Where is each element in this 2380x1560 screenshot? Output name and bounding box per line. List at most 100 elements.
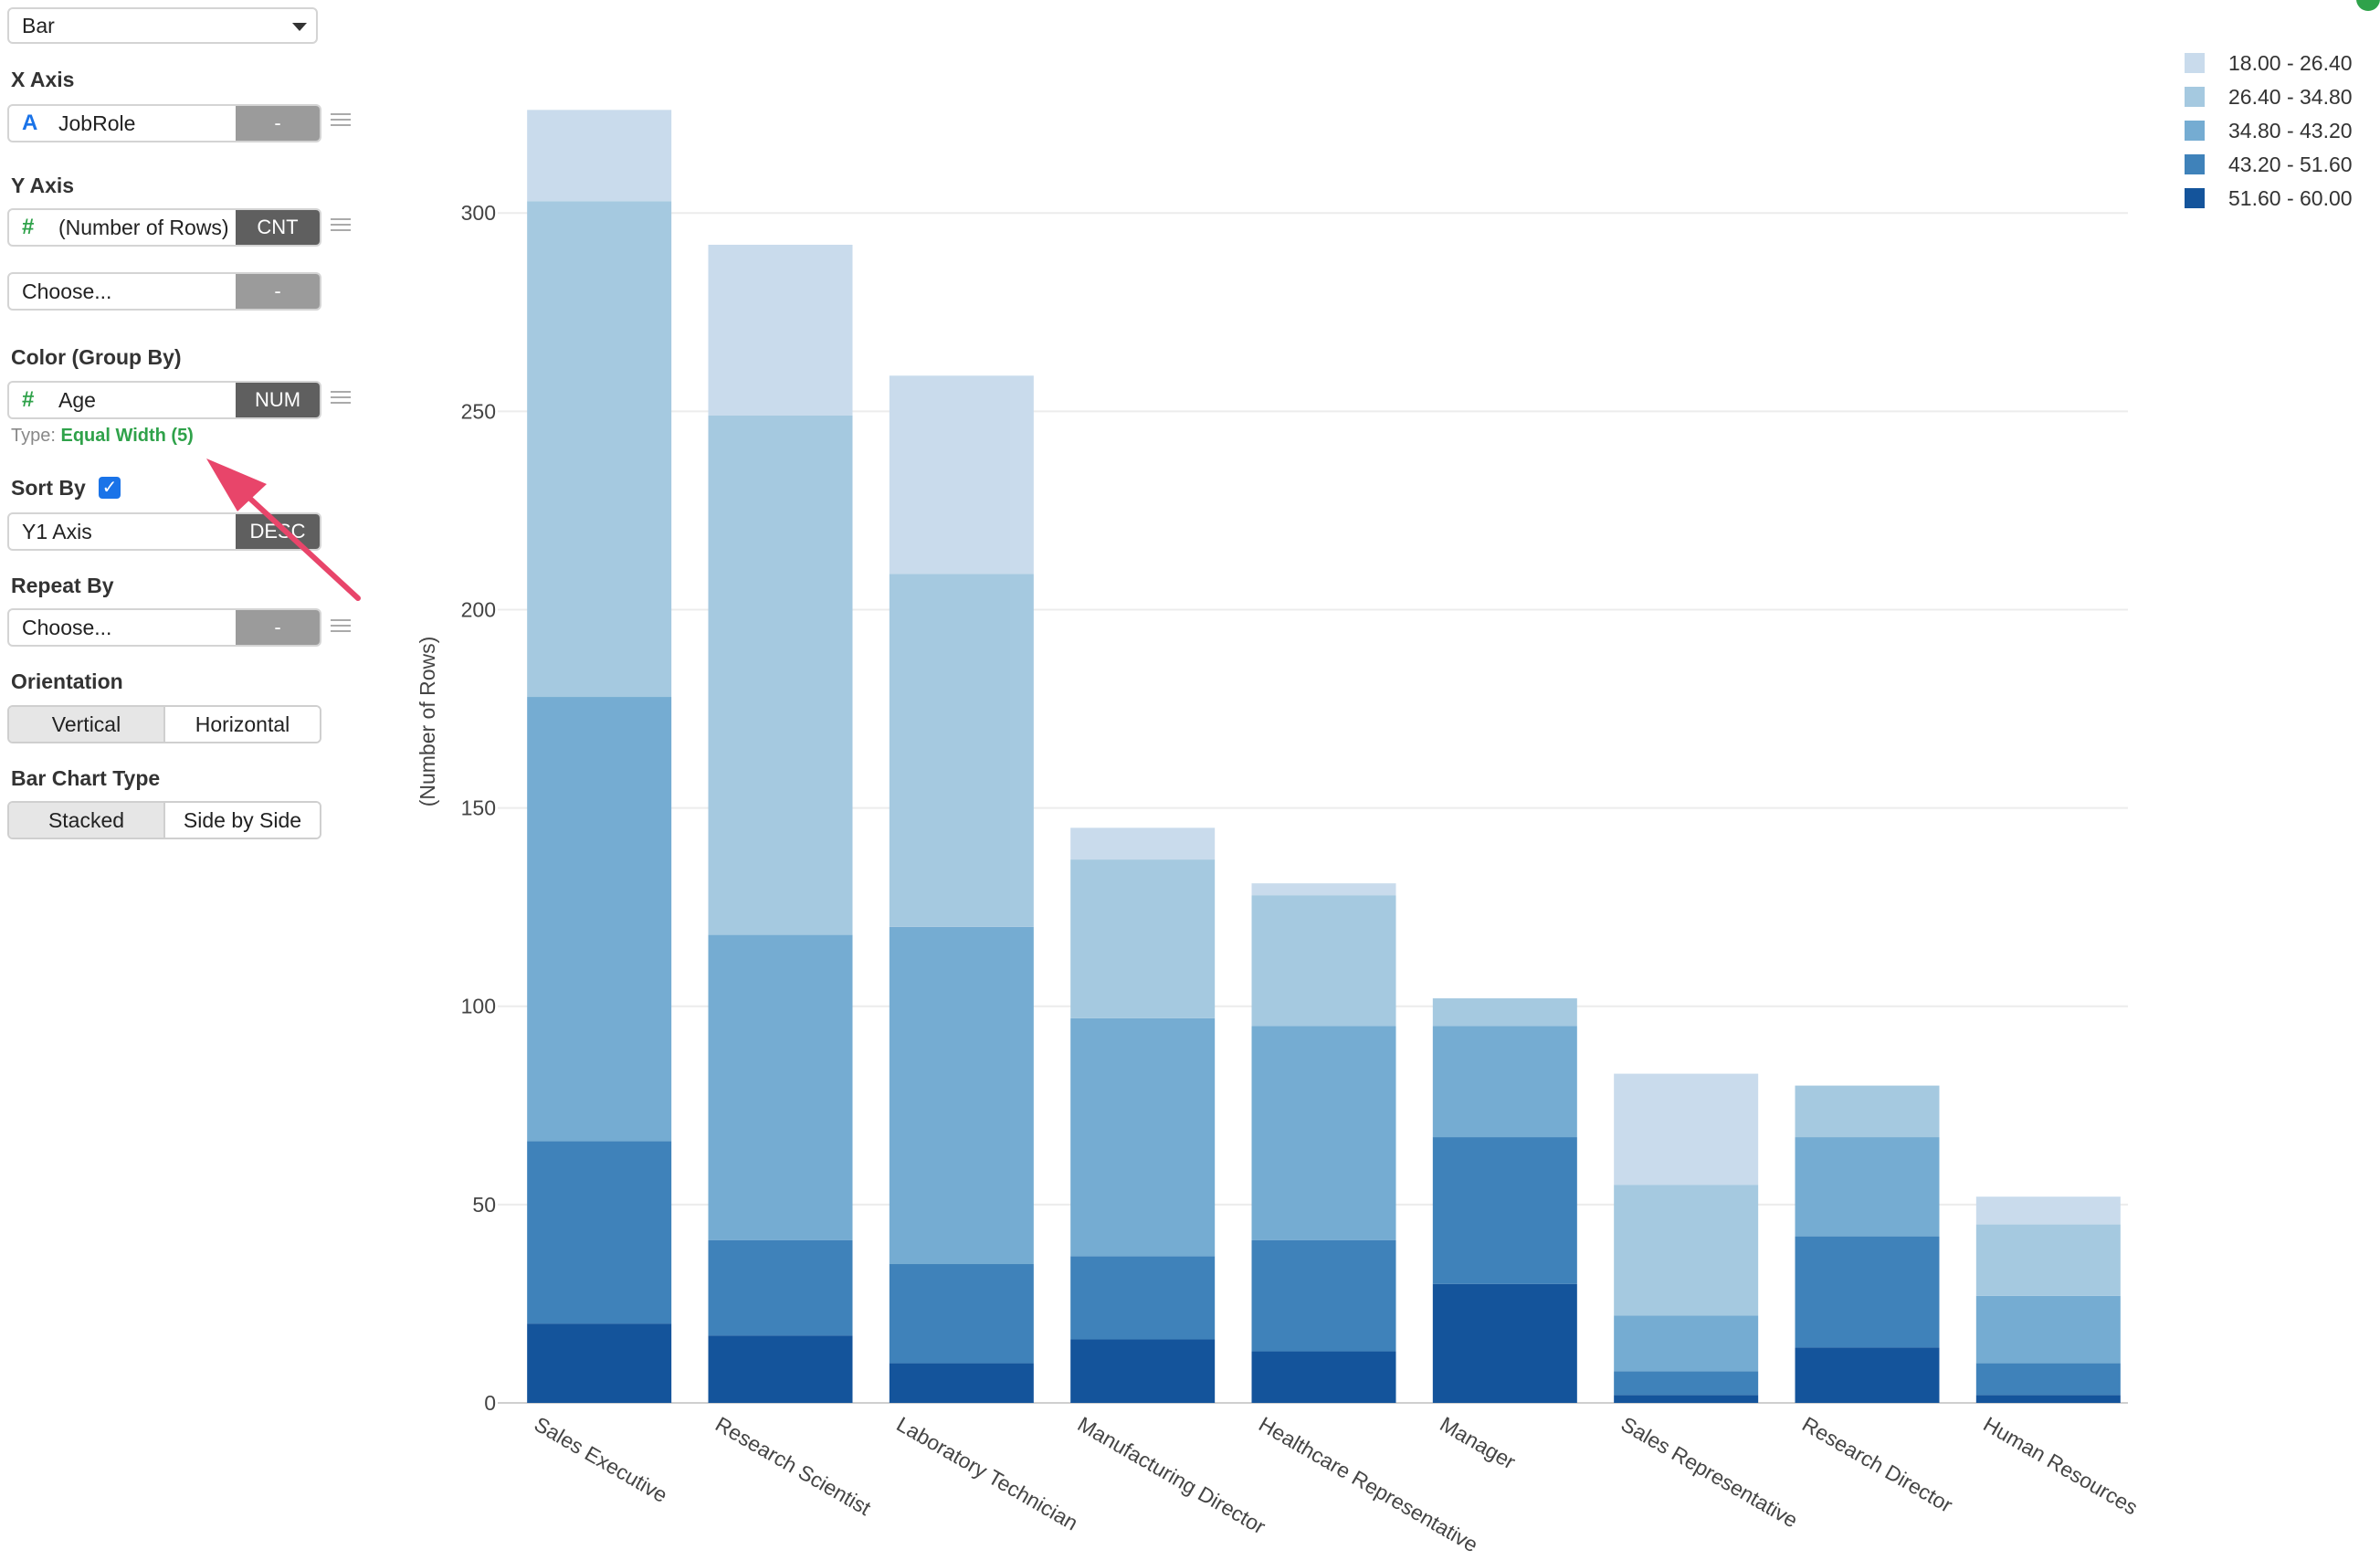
bar-segment <box>1251 1351 1396 1403</box>
bar-segment <box>708 1239 853 1336</box>
color-label: Color (Group By) <box>11 345 182 369</box>
bar-segment <box>1975 1363 2121 1396</box>
y-axis2-value: Choose... <box>22 279 112 303</box>
bar-segment <box>1432 998 1577 1027</box>
bar-segment <box>889 574 1034 927</box>
bar-segment <box>1614 1395 1759 1403</box>
x-axis-value: JobRole <box>58 111 136 135</box>
bar-segment <box>1432 1137 1577 1284</box>
binning-type-link[interactable]: Equal Width (5) <box>60 426 194 446</box>
legend-swatch <box>2185 53 2205 73</box>
legend-label: 43.20 - 51.60 <box>2228 153 2353 176</box>
legend-swatch <box>2185 188 2205 208</box>
bar-segment <box>527 1141 672 1324</box>
bar-segment <box>1975 1196 2121 1225</box>
drag-handle-icon[interactable] <box>331 215 351 235</box>
legend-label: 51.60 - 60.00 <box>2228 186 2353 210</box>
number-type-icon: # <box>22 387 35 412</box>
orientation-vertical[interactable]: Vertical <box>9 707 163 742</box>
x-axis-option-button[interactable]: - <box>236 106 320 141</box>
bar-segment <box>1070 827 1216 860</box>
sort-direction-button[interactable]: DESC <box>236 514 320 549</box>
x-axis-field[interactable]: A JobRole - <box>7 104 321 142</box>
y-axis-aggregate-button[interactable]: CNT <box>236 210 320 245</box>
bar-type-side-by-side[interactable]: Side by Side <box>163 803 320 838</box>
legend-swatch <box>2185 87 2205 107</box>
bar-segment <box>1251 1239 1396 1352</box>
x-tick-label: Research Scientist <box>711 1412 876 1521</box>
drag-handle-icon[interactable] <box>331 110 351 130</box>
y-axis-field[interactable]: # (Number of Rows) CNT <box>7 208 321 247</box>
bar-segment <box>527 1323 672 1403</box>
bar-segment <box>708 934 853 1240</box>
y-tick-label: 0 <box>484 1391 496 1415</box>
legend-label: 18.00 - 26.40 <box>2228 51 2353 75</box>
x-tick-label: Sales Representative <box>1617 1412 1802 1533</box>
bar-segment <box>708 244 853 416</box>
bar-segment <box>708 1335 853 1403</box>
orientation-horizontal[interactable]: Horizontal <box>163 707 320 742</box>
x-tick-label: Research Director <box>1798 1412 1957 1517</box>
drag-handle-icon[interactable] <box>331 387 351 407</box>
bar-segment <box>527 201 672 698</box>
repeat-field[interactable]: Choose... - <box>7 608 321 647</box>
color-field[interactable]: # Age NUM <box>7 381 321 419</box>
orientation-toggle: Vertical Horizontal <box>7 705 321 743</box>
y-tick-label: 250 <box>461 399 496 423</box>
drag-handle-icon[interactable] <box>331 616 351 636</box>
bar-segment <box>1614 1371 1759 1396</box>
color-type-button[interactable]: NUM <box>236 383 320 417</box>
sort-checkbox[interactable]: ✓ <box>99 477 121 499</box>
bar-segment <box>1614 1073 1759 1186</box>
bar-type-stacked[interactable]: Stacked <box>9 803 163 838</box>
bar-type-toggle: Stacked Side by Side <box>7 801 321 839</box>
color-value: Age <box>58 388 96 412</box>
bar-segment <box>1070 859 1216 1018</box>
bar-segment <box>1251 895 1396 1027</box>
sort-value: Y1 Axis <box>22 520 92 543</box>
bar-segment <box>889 926 1034 1265</box>
bar-segment <box>1432 1283 1577 1403</box>
bar-segment <box>1975 1224 2121 1296</box>
y-axis2-option-button[interactable]: - <box>236 274 320 309</box>
bar-segment <box>889 1264 1034 1364</box>
y-tick-label: 200 <box>461 597 496 621</box>
legend-swatch <box>2185 121 2205 141</box>
y-tick-label: 150 <box>461 796 496 820</box>
bar-segment <box>1795 1236 1940 1348</box>
orientation-label: Orientation <box>11 669 123 693</box>
x-axis-label: X Axis <box>11 68 75 91</box>
bar-segment <box>1795 1347 1940 1403</box>
chart-type-value: Bar <box>22 14 55 37</box>
bar-segment <box>1070 1017 1216 1257</box>
chart-type-select[interactable]: Bar <box>7 7 318 44</box>
x-tick-label: Laboratory Technician <box>892 1412 1082 1535</box>
y-axis-label: Y Axis <box>11 174 75 197</box>
x-tick-label: Manager <box>1436 1412 1520 1474</box>
y-axis2-field[interactable]: Choose... - <box>7 272 321 311</box>
bar-segment <box>527 697 672 1142</box>
number-type-icon: # <box>22 215 35 239</box>
y-tick-label: 300 <box>461 201 496 225</box>
legend-label: 26.40 - 34.80 <box>2228 85 2353 109</box>
bar-segment <box>1614 1185 1759 1316</box>
repeat-option-button[interactable]: - <box>236 610 320 645</box>
color-binning-type: Type: Equal Width (5) <box>11 426 194 447</box>
text-type-icon: A <box>22 111 38 135</box>
chevron-down-icon <box>292 23 307 31</box>
status-indicator <box>2356 0 2380 11</box>
bar-segment <box>1614 1315 1759 1372</box>
y-tick-label: 50 <box>472 1193 496 1217</box>
bar-type-label: Bar Chart Type <box>11 766 161 790</box>
bar-segment <box>1251 883 1396 896</box>
bar-segment <box>1975 1395 2121 1403</box>
x-tick-label: Sales Executive <box>531 1412 672 1507</box>
binning-type-prefix: Type: <box>11 426 56 446</box>
x-tick-label: Human Resources <box>1979 1412 2142 1520</box>
x-tick-label: Manufacturing Director <box>1074 1412 1270 1539</box>
sort-label: Sort By <box>11 476 86 500</box>
bar-segment <box>1795 1137 1940 1237</box>
bar-segment <box>1975 1295 2121 1364</box>
legend-label: 34.80 - 43.20 <box>2228 119 2353 142</box>
